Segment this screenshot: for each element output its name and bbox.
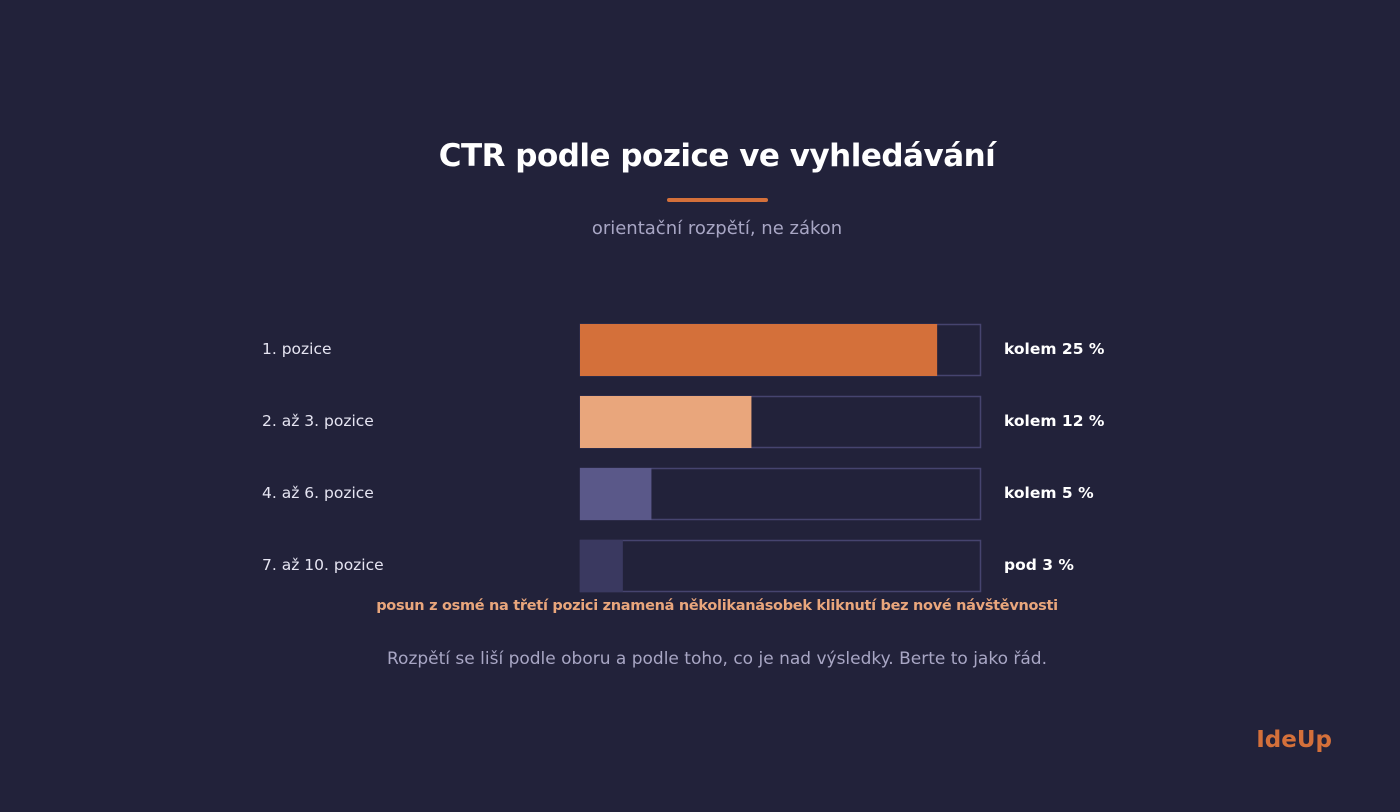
value-label: pod 3 % xyxy=(1004,556,1074,574)
value-label: kolem 5 % xyxy=(1004,484,1094,502)
title-underline xyxy=(667,198,768,202)
chart-subtitle: orientační rozpětí, ne zákon xyxy=(591,218,843,239)
annotation-note: posun z osmé na třetí pozici znamená něk… xyxy=(376,598,1058,614)
chart-title: CTR podle pozice ve vyhledávání xyxy=(438,138,996,174)
category-label: 7. až 10. pozice xyxy=(262,556,384,574)
bar xyxy=(580,540,623,592)
category-label: 4. až 6. pozice xyxy=(262,484,374,502)
bar xyxy=(580,324,938,376)
bar xyxy=(580,468,652,520)
bar xyxy=(580,396,752,448)
bar-track xyxy=(579,539,982,593)
value-label: kolem 12 % xyxy=(1004,412,1105,430)
value-label: kolem 25 % xyxy=(1004,340,1105,358)
category-label: 2. až 3. pozice xyxy=(262,412,374,430)
category-label: 1. pozice xyxy=(262,340,332,358)
footer-text: Rozpětí se liší podle oboru a podle toho… xyxy=(387,649,1047,669)
ideup-logo: IdeUp xyxy=(1256,727,1332,753)
